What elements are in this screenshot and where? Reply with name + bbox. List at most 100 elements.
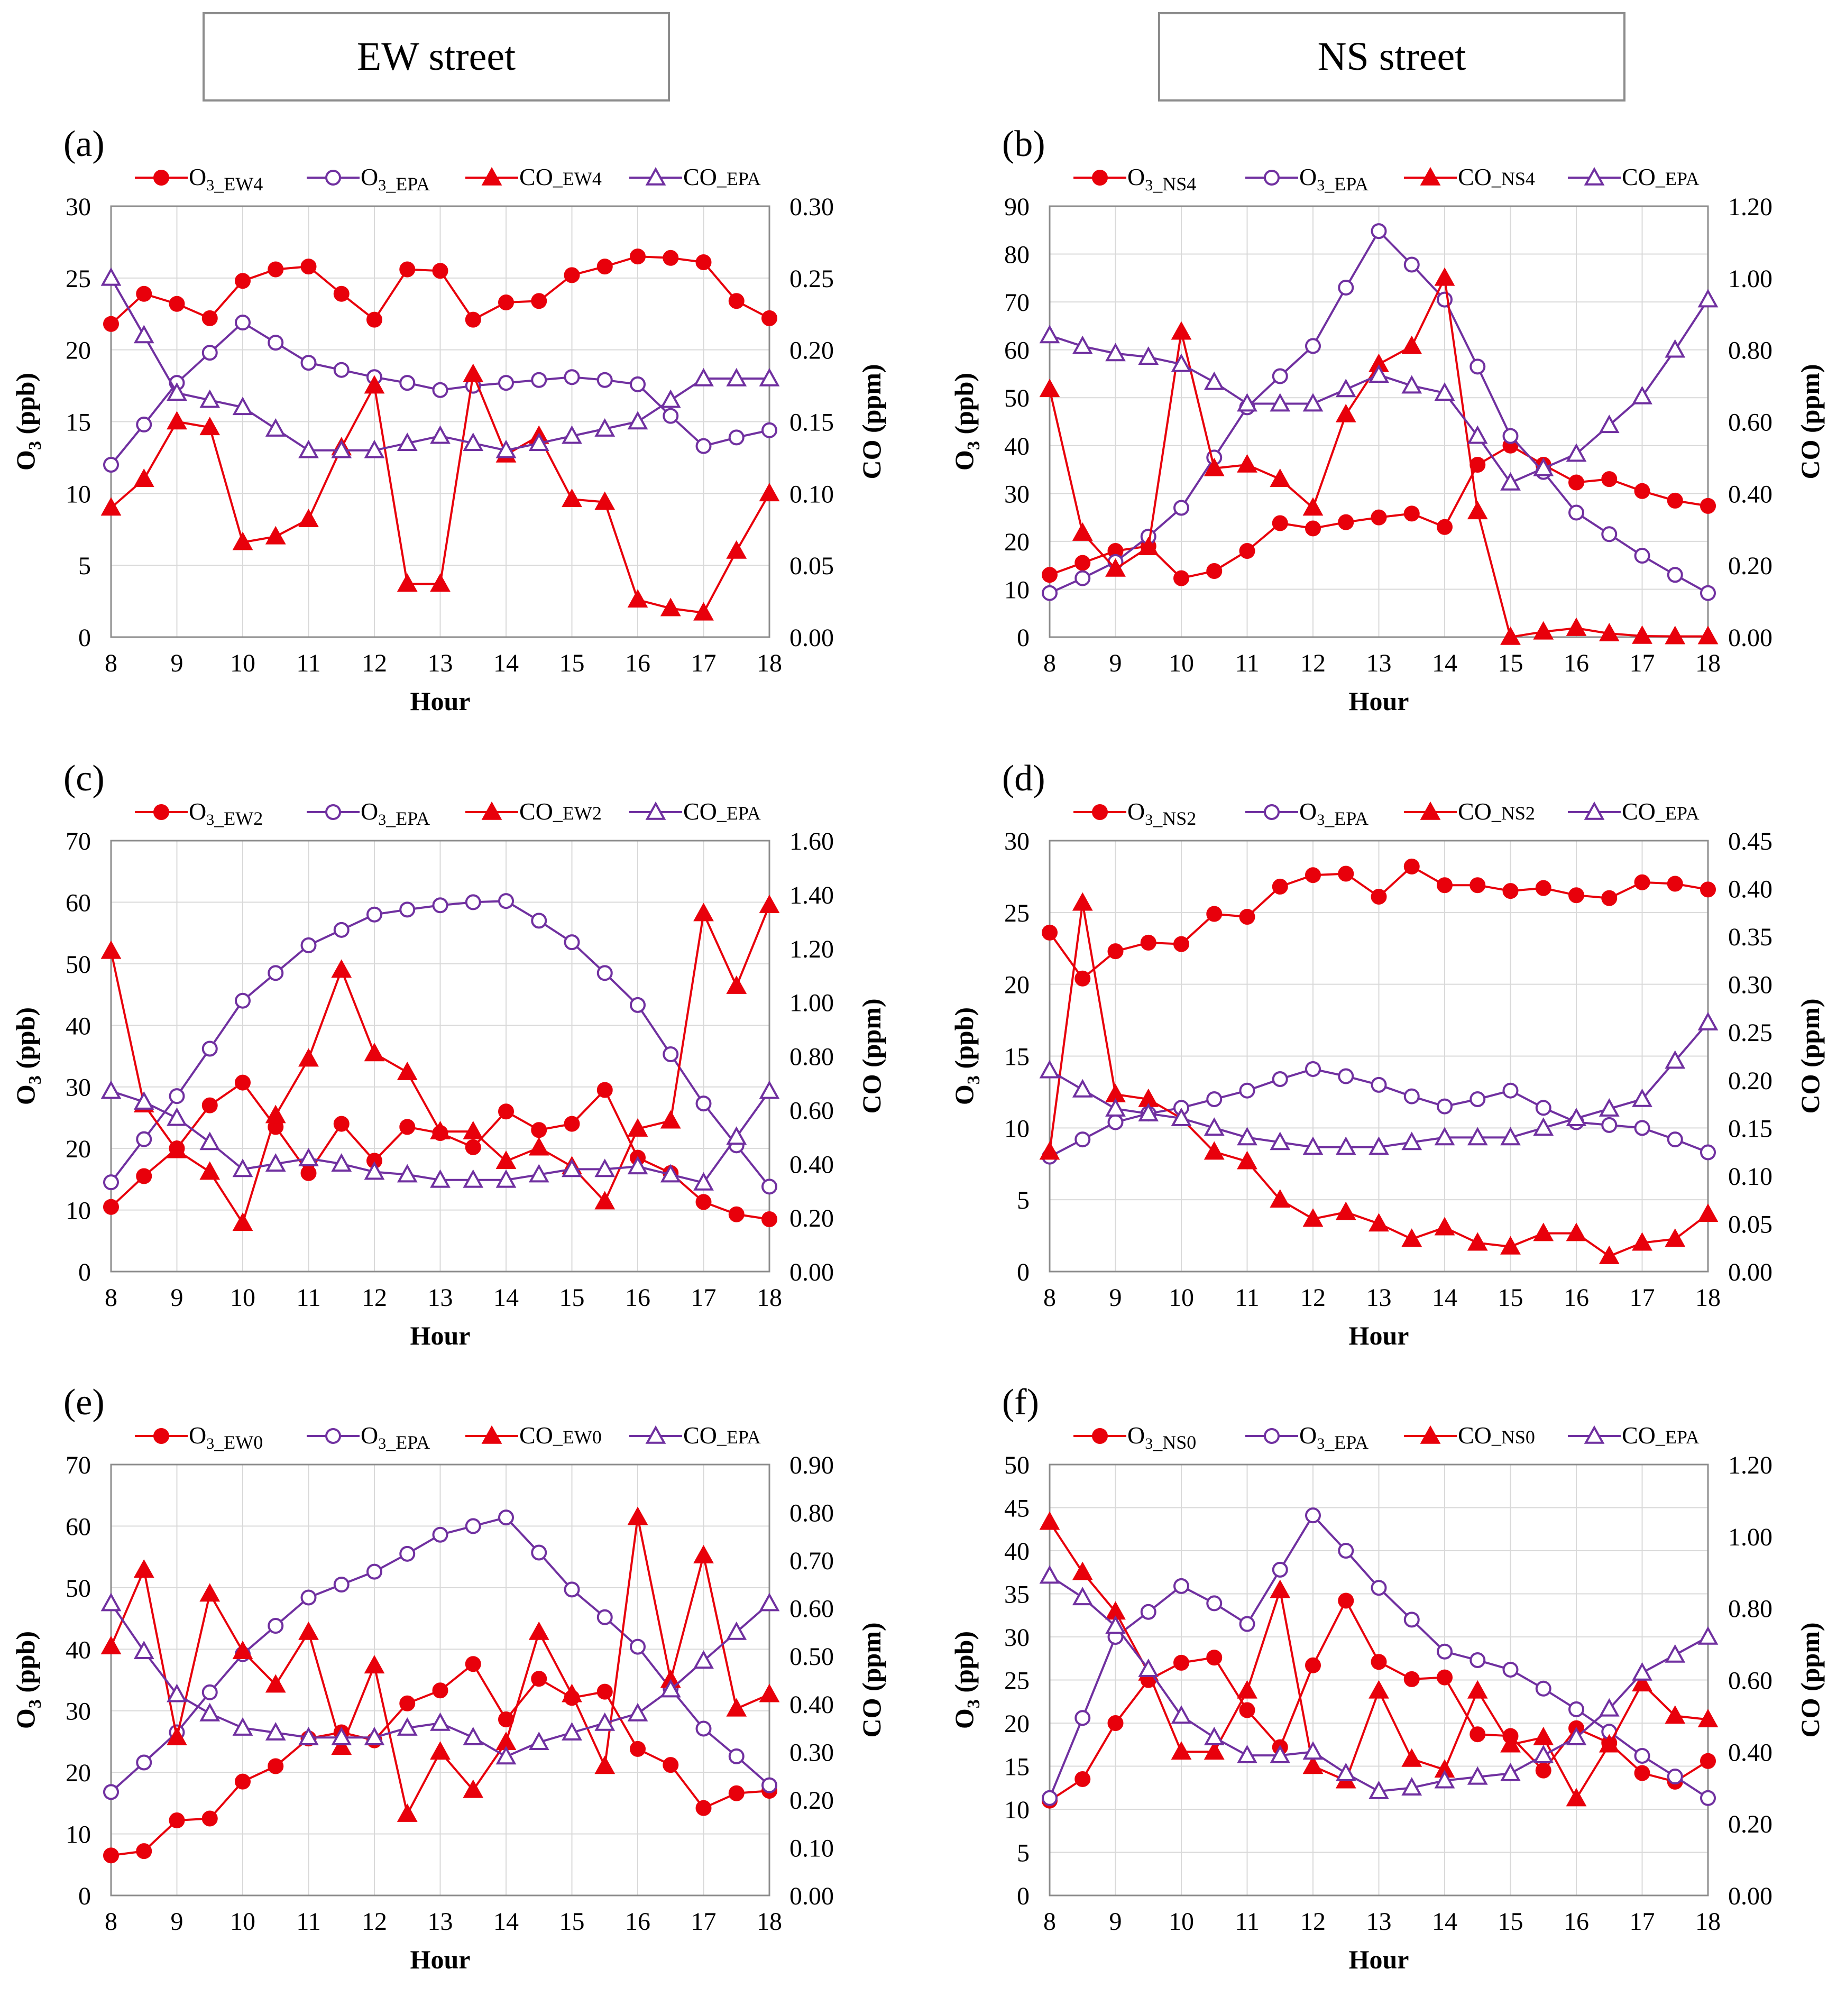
x-tick-label: 15 <box>559 1284 585 1312</box>
data-point <box>1437 519 1453 535</box>
legend-marker <box>645 167 666 186</box>
data-point <box>199 1131 221 1150</box>
data-point <box>1467 1232 1488 1251</box>
data-point <box>1434 382 1455 401</box>
plot-frame <box>110 1463 770 1897</box>
data-point <box>300 1165 317 1181</box>
legend-text: O3_EW4 <box>189 163 263 195</box>
data-point <box>1173 500 1189 516</box>
legend-text: O3_NS4 <box>1127 163 1196 195</box>
data-point <box>465 1139 481 1155</box>
data-point <box>663 1757 679 1773</box>
data-point <box>1302 393 1324 412</box>
y-tick-label: 60 <box>66 1513 91 1541</box>
x-tick-label: 8 <box>105 1284 117 1312</box>
legend-text: O3_NS0 <box>1127 1422 1196 1453</box>
data-point <box>495 1169 517 1188</box>
data-point <box>1403 256 1420 273</box>
data-point <box>1335 1136 1356 1155</box>
data-point <box>531 293 547 309</box>
data-point <box>1305 338 1321 354</box>
data-point <box>761 1211 777 1228</box>
data-point <box>100 940 122 959</box>
x-tick-label: 11 <box>296 1908 320 1936</box>
data-point <box>1039 379 1060 398</box>
y-tick-label: 30 <box>66 1698 91 1726</box>
data-point <box>235 992 251 1009</box>
data-point <box>693 367 714 386</box>
series-O3_EPA <box>103 893 777 1195</box>
data-point <box>1535 880 1551 896</box>
x-tick-label: 14 <box>1432 649 1457 677</box>
data-point <box>1467 1127 1488 1146</box>
legend-marker <box>1092 1428 1108 1444</box>
data-point <box>235 1773 251 1790</box>
data-point <box>663 250 679 266</box>
data-point <box>300 937 317 953</box>
data-point <box>1039 325 1060 344</box>
y2-tick-label: 0.40 <box>789 1691 834 1719</box>
data-point <box>1338 1543 1354 1559</box>
data-point <box>169 1812 185 1828</box>
data-point <box>364 439 385 458</box>
data-point <box>268 1758 284 1774</box>
chart-panel-d: 0 5 10 15 20 25 30 0.00 0.05 0.10 0.15 0.20 0.25 0.30… <box>949 758 1825 1350</box>
data-point <box>463 1779 484 1798</box>
x-tick-label: 15 <box>559 1908 585 1936</box>
data-point <box>100 1080 122 1099</box>
x-tick-label: 14 <box>493 1284 519 1312</box>
data-point <box>366 906 382 923</box>
data-point <box>1568 474 1584 491</box>
data-point <box>201 345 218 361</box>
x-tick-label: 12 <box>362 649 387 677</box>
data-point <box>726 1126 747 1145</box>
data-point <box>660 597 681 616</box>
y2-tick-label: 0.05 <box>1728 1210 1772 1238</box>
data-point <box>695 1194 712 1210</box>
legend-text: O3_EW2 <box>189 798 263 829</box>
data-point <box>364 1043 385 1062</box>
data-point <box>265 1104 286 1124</box>
y-tick-label: 20 <box>1004 971 1030 999</box>
chart-panel-e: 0 10 20 30 40 50 60 70 0.00 0.10 0.20 0.30 0.40 0.50 0… <box>11 1382 886 1974</box>
data-point <box>759 1683 780 1702</box>
y-tick-label: 60 <box>1004 337 1030 365</box>
data-point <box>1502 883 1519 899</box>
legend-text: CO_EW0 <box>519 1422 602 1449</box>
data-point <box>1270 393 1291 412</box>
data-point <box>232 1212 253 1231</box>
data-point <box>596 372 613 388</box>
data-point <box>331 959 352 978</box>
legend-text: CO_EPA <box>1622 163 1700 190</box>
y2-tick-label: 0.30 <box>789 193 834 221</box>
legend-marker <box>1264 170 1280 186</box>
data-point <box>1371 509 1387 526</box>
data-point <box>1437 877 1453 894</box>
data-point <box>1042 924 1058 941</box>
y2-tick-label: 0.15 <box>789 409 834 437</box>
data-point <box>1437 1098 1453 1115</box>
data-point <box>1700 1790 1716 1806</box>
data-point <box>1272 368 1288 384</box>
data-point <box>1107 1715 1124 1731</box>
y2-tick-label: 0.40 <box>1728 876 1772 904</box>
data-point <box>136 1131 152 1147</box>
data-point <box>596 1683 613 1700</box>
data-point <box>201 1684 218 1700</box>
legend-marker <box>1092 170 1108 186</box>
data-point <box>1535 1680 1551 1697</box>
data-point <box>167 382 187 401</box>
data-point <box>232 531 253 550</box>
data-point <box>1401 335 1422 354</box>
y-tick-label: 40 <box>66 1012 91 1040</box>
y2-tick-label: 0.80 <box>789 1043 834 1071</box>
data-point <box>397 1164 418 1183</box>
data-point <box>1171 1108 1192 1127</box>
x-tick-label: 11 <box>296 649 320 677</box>
data-point <box>1401 1228 1422 1247</box>
y2-tick-label: 0.40 <box>789 1150 834 1179</box>
legend-text: O3_EW0 <box>189 1422 263 1453</box>
data-point <box>594 1755 616 1774</box>
data-point <box>1467 1766 1488 1785</box>
data-point <box>693 1650 714 1669</box>
